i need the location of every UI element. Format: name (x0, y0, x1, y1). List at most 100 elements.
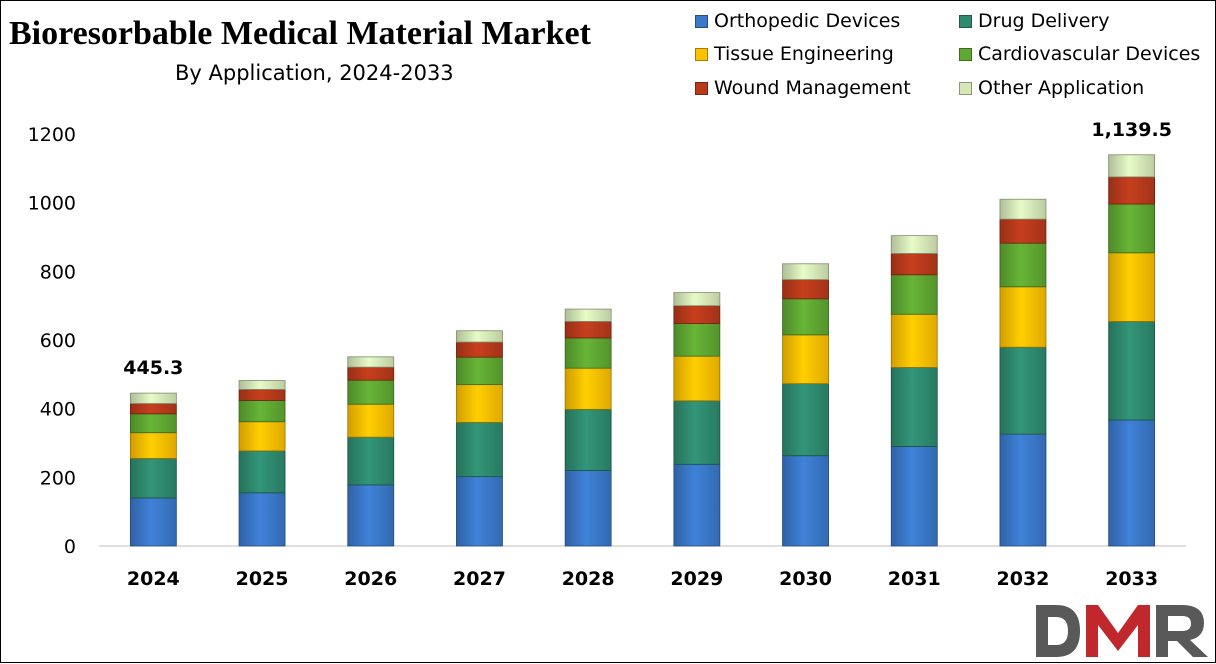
bar-segment-other-application-2031 (890, 235, 938, 254)
legend-item-drug-delivery: Drug Delivery (959, 10, 1109, 32)
bar-segment-cardiovascular-devices-2026 (347, 379, 395, 405)
bar-segment-drug-delivery-2025 (238, 450, 286, 494)
x-tick-label: 2028 (562, 568, 615, 590)
bar-segment-cardiovascular-devices-2024 (129, 413, 177, 434)
x-tick-label: 2027 (453, 568, 506, 590)
x-tick-label: 2031 (888, 568, 941, 590)
bar-segment-tissue-engineering-2026 (347, 403, 395, 438)
total-data-label: 445.3 (123, 357, 183, 379)
bar-segment-drug-delivery-2029 (673, 400, 721, 465)
x-tick-label: 2033 (1105, 568, 1158, 590)
legend-label: Cardiovascular Devices (978, 43, 1201, 65)
bar-segment-drug-delivery-2024 (129, 458, 177, 499)
bar-segment-drug-delivery-2033 (1108, 321, 1156, 421)
bar-segment-tissue-engineering-2033 (1108, 252, 1156, 322)
bar-segment-wound-management-2024 (129, 403, 177, 415)
bar-segment-drug-delivery-2030 (782, 383, 829, 457)
legend-label: Tissue Engineering (714, 43, 894, 65)
bar-segment-wound-management-2027 (456, 341, 503, 358)
legend-item-cardiovascular-devices: Cardiovascular Devices (959, 43, 1200, 65)
bar-segment-drug-delivery-2031 (890, 367, 938, 447)
bar-segment-tissue-engineering-2025 (238, 421, 286, 452)
legend-label: Drug Delivery (978, 10, 1110, 32)
bar-segment-orthopedic-devices-2030 (782, 455, 829, 547)
bar-segment-other-application-2032 (999, 198, 1047, 220)
bar-segment-cardiovascular-devices-2030 (782, 298, 829, 336)
x-tick-label: 2029 (670, 568, 723, 590)
y-tick-label: 1200 (28, 124, 76, 146)
x-tick-label: 2032 (997, 568, 1050, 590)
x-tick-label: 2026 (344, 568, 397, 590)
bar-segment-orthopedic-devices-2031 (890, 446, 938, 547)
bar-segment-tissue-engineering-2030 (782, 334, 829, 385)
x-tick-label: 2024 (127, 568, 180, 590)
bar-segment-tissue-engineering-2029 (673, 355, 721, 402)
chart-subtitle: By Application, 2024-2033 (175, 61, 454, 85)
x-tick-label: 2025 (236, 568, 289, 590)
bar-segment-other-application-2025 (238, 380, 286, 390)
bar-segment-orthopedic-devices-2033 (1108, 419, 1156, 547)
y-tick-label: 1000 (28, 193, 76, 215)
bar-segment-tissue-engineering-2028 (564, 367, 612, 410)
y-tick-label: 800 (40, 261, 76, 283)
bar-segment-other-application-2028 (564, 308, 612, 322)
y-tick-label: 0 (64, 536, 76, 558)
bar-segment-drug-delivery-2027 (456, 421, 503, 478)
bar-segment-cardiovascular-devices-2032 (999, 242, 1047, 288)
bar-segment-cardiovascular-devices-2028 (564, 337, 612, 369)
bar-segment-cardiovascular-devices-2031 (890, 274, 938, 315)
dmr-logo (1036, 605, 1208, 657)
bar-segment-wound-management-2031 (890, 253, 938, 276)
bar-segment-cardiovascular-devices-2033 (1108, 203, 1156, 254)
bar-segment-tissue-engineering-2031 (890, 313, 938, 368)
chart-title: Bioresorbable Medical Material Market (9, 15, 591, 52)
bar-segment-other-application-2033 (1108, 154, 1156, 178)
bar-segment-wound-management-2029 (673, 305, 721, 324)
legend-item-tissue-engineering: Tissue Engineering (695, 43, 894, 65)
x-tick-label: 2030 (779, 568, 832, 590)
bar-segment-wound-management-2033 (1108, 176, 1156, 205)
bar-segment-orthopedic-devices-2027 (456, 476, 503, 547)
bar-segment-tissue-engineering-2032 (999, 286, 1047, 348)
legend-swatch (959, 47, 972, 61)
bar-segment-other-application-2030 (782, 263, 829, 280)
legend-item-orthopedic-devices: Orthopedic Devices (695, 10, 900, 32)
bar-segment-orthopedic-devices-2026 (347, 484, 395, 547)
bar-segment-cardiovascular-devices-2027 (456, 356, 503, 386)
legend-swatch (959, 81, 972, 95)
legend-item-other-application: Other Application (959, 77, 1144, 99)
legend-swatch (695, 14, 708, 28)
bar-segment-tissue-engineering-2027 (456, 384, 503, 423)
bar-segment-wound-management-2030 (782, 279, 829, 300)
legend-swatch (959, 14, 972, 28)
bar-segment-wound-management-2028 (564, 321, 612, 339)
bar-segment-cardiovascular-devices-2029 (673, 323, 721, 357)
bar-segment-orthopedic-devices-2028 (564, 470, 612, 547)
bar-segment-drug-delivery-2032 (999, 346, 1047, 435)
bar-segment-other-application-2026 (347, 356, 395, 368)
legend-swatch (695, 47, 708, 61)
bar-segment-other-application-2029 (673, 292, 721, 307)
bar-segment-drug-delivery-2028 (564, 408, 612, 471)
bar-segment-wound-management-2032 (999, 218, 1047, 244)
legend-label: Wound Management (714, 77, 911, 99)
legend-label: Orthopedic Devices (714, 10, 901, 32)
bar-segment-orthopedic-devices-2032 (999, 433, 1047, 547)
bar-segment-other-application-2024 (129, 392, 177, 404)
y-tick-label: 600 (40, 330, 76, 352)
y-tick-label: 400 (40, 399, 76, 421)
legend-item-wound-management: Wound Management (695, 77, 911, 99)
bar-segment-other-application-2027 (456, 330, 503, 343)
bar-segment-wound-management-2026 (347, 366, 395, 381)
bar-segment-wound-management-2025 (238, 389, 286, 401)
bar-segment-orthopedic-devices-2025 (238, 492, 286, 547)
bar-segment-drug-delivery-2026 (347, 436, 395, 486)
y-tick-label: 200 (40, 467, 76, 489)
bar-segment-cardiovascular-devices-2025 (238, 400, 286, 423)
total-data-label: 1,139.5 (1091, 119, 1172, 141)
bar-segment-orthopedic-devices-2024 (129, 497, 177, 547)
bar-segment-orthopedic-devices-2029 (673, 463, 721, 547)
legend-swatch (695, 81, 708, 95)
